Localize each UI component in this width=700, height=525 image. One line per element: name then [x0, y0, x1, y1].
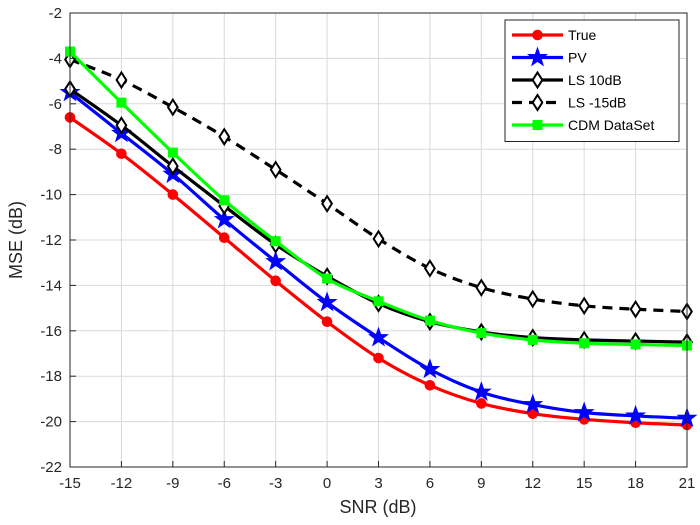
- y-tick-label: -20: [40, 414, 62, 431]
- data-point-cdm-dataset: [219, 195, 230, 206]
- legend-label: PV: [568, 50, 587, 66]
- data-point-cdm-dataset: [322, 273, 333, 284]
- x-tick-label: -3: [269, 475, 282, 492]
- data-point-cdm-dataset: [373, 296, 384, 307]
- y-tick-label: -16: [40, 323, 62, 340]
- series-ls-15db: [64, 50, 693, 321]
- y-tick-label: -12: [40, 232, 62, 249]
- legend-marker: [527, 46, 548, 67]
- y-tick-label: -8: [49, 141, 62, 158]
- x-tick-label: -15: [59, 475, 81, 492]
- data-point-ls-15db: [526, 289, 539, 309]
- legend-item-true: True: [512, 27, 596, 43]
- data-point-ls-15db: [629, 299, 642, 319]
- data-series: [59, 46, 698, 431]
- legend: True PV LS 10dB LS -15dB CDM DataSet: [504, 19, 680, 142]
- legend-marker: [531, 93, 544, 112]
- x-tick-label: 3: [374, 475, 382, 492]
- data-point-cdm-dataset: [630, 339, 641, 350]
- legend-item-pv: PV: [512, 46, 587, 67]
- legend-marker: [532, 120, 543, 130]
- data-point-ls-15db: [423, 259, 436, 278]
- data-point-true: [167, 189, 179, 200]
- x-tick-label: -6: [218, 475, 231, 492]
- data-point-cdm-dataset: [424, 315, 435, 326]
- y-tick-label: -14: [40, 277, 62, 294]
- x-tick-label: -9: [166, 475, 179, 492]
- legend-label: True: [568, 27, 596, 43]
- data-point-pv: [522, 393, 544, 414]
- x-axis-label: SNR (dB): [339, 497, 416, 517]
- x-tick-label: -12: [111, 475, 133, 492]
- legend-label: LS -15dB: [568, 95, 626, 111]
- y-tick-label: -2: [49, 5, 62, 22]
- data-point-ls-15db: [218, 127, 231, 147]
- data-point-cdm-dataset: [579, 338, 590, 349]
- data-point-pv: [625, 404, 647, 425]
- data-point-pv: [573, 401, 595, 422]
- data-point-true: [270, 275, 281, 287]
- data-point-ls-15db: [269, 160, 282, 179]
- legend-marker: [531, 70, 544, 90]
- x-tick-label: 0: [323, 475, 331, 492]
- data-point-ls-15db: [372, 229, 385, 249]
- x-tick-label: 21: [679, 475, 696, 492]
- data-point-pv: [265, 250, 287, 271]
- data-point-true: [373, 352, 384, 364]
- data-point-pv: [213, 208, 235, 229]
- y-axis-label: MSE (dB): [6, 201, 26, 279]
- series-cdm-dataset: [65, 46, 692, 351]
- y-tick-label: -18: [40, 368, 62, 385]
- y-tick-label: -4: [49, 50, 62, 67]
- data-point-ls-15db: [115, 70, 128, 90]
- data-point-ls-15db: [166, 97, 179, 117]
- data-point-cdm-dataset: [270, 236, 281, 247]
- data-point-cdm-dataset: [527, 334, 538, 345]
- data-point-true: [116, 148, 127, 160]
- data-point-ls-15db: [578, 296, 591, 316]
- y-tick-label: -22: [40, 459, 62, 476]
- data-point-true: [218, 232, 230, 244]
- legend-item-cdm-dataset: CDM DataSet: [512, 117, 654, 133]
- x-tick-label: 15: [576, 475, 593, 492]
- data-point-pv: [316, 291, 338, 312]
- data-point-cdm-dataset: [116, 97, 127, 108]
- legend-marker: [532, 29, 543, 41]
- legend-item-ls-15db: LS -15dB: [512, 93, 626, 112]
- y-tick-label: -6: [49, 96, 62, 113]
- data-point-ls-10db: [166, 156, 179, 176]
- axis-ticks: -15 -12 -9 -6 -3 0 3 6 9 12 15 18 21 -22 -20 -18 -16 -14 -…: [40, 5, 695, 492]
- data-point-true: [424, 379, 436, 391]
- x-tick-label: 18: [627, 475, 644, 492]
- x-tick-label: 6: [426, 475, 434, 492]
- data-point-true: [321, 316, 333, 328]
- data-point-true: [476, 398, 487, 409]
- data-point-pv: [419, 358, 441, 379]
- data-point-ls-15db: [475, 278, 488, 298]
- data-point-ls-15db: [321, 194, 334, 214]
- y-tick-label: -10: [40, 187, 62, 204]
- legend-item-ls-10db: LS 10dB: [512, 70, 622, 90]
- x-tick-label: 12: [524, 475, 541, 492]
- grid-lines: [69, 12, 688, 468]
- legend-label: CDM DataSet: [568, 117, 654, 133]
- legend-label: LS 10dB: [568, 72, 622, 88]
- x-tick-label: 9: [477, 475, 485, 492]
- data-point-cdm-dataset: [476, 328, 487, 339]
- data-point-ls-10db: [115, 116, 128, 135]
- data-point-cdm-dataset: [167, 147, 178, 158]
- data-point-pv: [470, 381, 492, 402]
- data-point-pv: [368, 326, 389, 347]
